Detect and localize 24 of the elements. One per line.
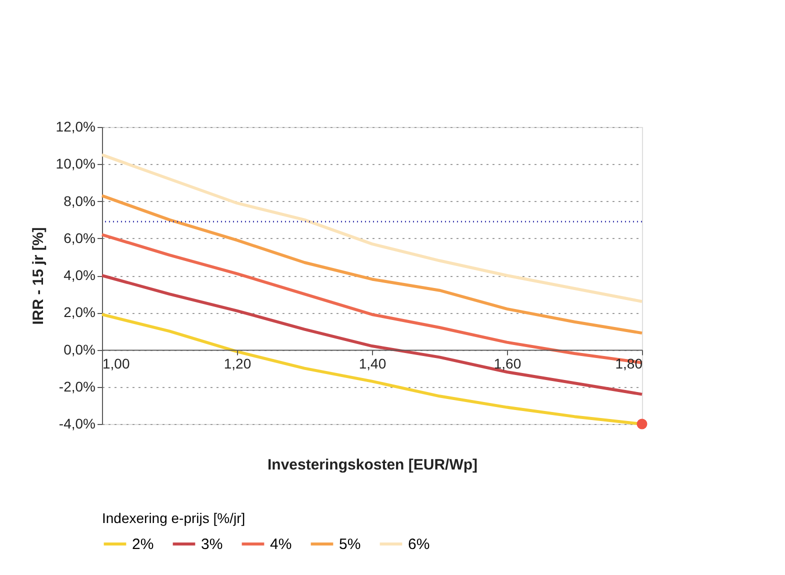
legend-title: Indexering e-prijs [%/jr] [102,510,246,526]
legend-label: 3% [201,536,223,553]
x-axis-title: Investeringskosten [EUR/Wp] [267,456,478,474]
legend-label: 6% [408,536,430,553]
y-tick-label: 2,0% [64,304,96,320]
y-tick-label: 8,0% [64,192,96,209]
x-tick-label: 1,20 [224,355,252,372]
y-tick-label: -4,0% [58,416,96,432]
y-tick-label: 4,0% [64,267,96,283]
x-tick-label: 1,40 [358,355,386,372]
x-tick-label: 1,00 [102,355,130,372]
y-tick-label: 10,0% [56,156,96,172]
y-tick-label: 6,0% [64,230,96,246]
legend-label: 4% [270,536,292,553]
line-series [100,274,644,396]
line-series [100,194,644,335]
y-tick-label: 0,0% [64,341,96,358]
y-tick-label: 12,0% [56,118,96,134]
y-axis-title: IRR - 15 jr [%] [30,227,47,325]
line-series [100,153,644,303]
x-tick-label: 1,60 [494,355,522,372]
legend-label: 2% [132,536,154,553]
y-tick-label: -2,0% [58,378,96,394]
legend-label: 5% [339,536,361,553]
